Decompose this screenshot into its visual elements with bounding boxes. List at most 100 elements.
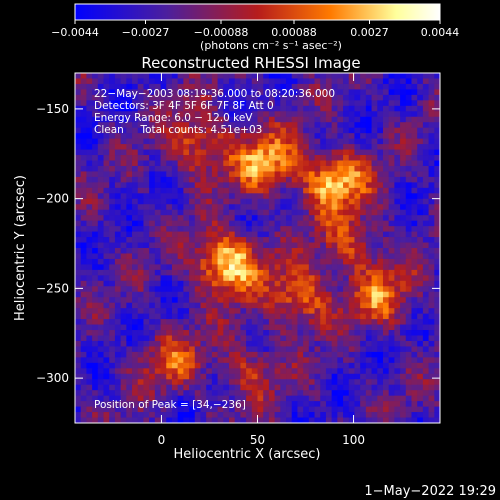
heatmap-cell bbox=[171, 401, 179, 407]
heatmap-cell bbox=[314, 362, 321, 369]
heatmap-cell bbox=[80, 401, 87, 407]
heatmap-cell bbox=[200, 351, 207, 358]
heatmap-cell bbox=[234, 204, 241, 211]
heatmap-cell bbox=[126, 242, 133, 249]
heatmap-cell bbox=[183, 258, 190, 265]
heatmap-cell bbox=[183, 155, 190, 161]
heatmap-cell bbox=[177, 144, 184, 150]
heatmap-cell bbox=[166, 133, 173, 140]
heatmap-cell bbox=[354, 127, 361, 134]
heatmap-cell bbox=[388, 395, 395, 402]
heatmap-cell bbox=[177, 165, 184, 172]
heatmap-cell bbox=[75, 264, 82, 271]
heatmap-cell bbox=[200, 275, 207, 282]
heatmap-cell bbox=[371, 149, 378, 156]
heatmap-cell bbox=[251, 204, 258, 211]
y-axis-label: Heliocentric Y (arcsec) bbox=[13, 175, 28, 321]
heatmap-cell bbox=[331, 373, 338, 380]
heatmap-cell bbox=[183, 264, 190, 271]
heatmap-cell bbox=[211, 127, 218, 134]
heatmap-cell bbox=[314, 193, 321, 200]
heatmap-cell bbox=[320, 231, 327, 238]
heatmap-cell bbox=[417, 105, 424, 112]
heatmap-cell bbox=[211, 231, 218, 238]
heatmap-cell bbox=[217, 330, 224, 336]
heatmap-cell bbox=[388, 346, 395, 353]
heatmap-cell bbox=[206, 248, 213, 254]
heatmap-cell bbox=[223, 264, 230, 271]
heatmap-cell bbox=[337, 417, 344, 424]
heatmap-cell bbox=[263, 264, 270, 271]
heatmap-cell bbox=[160, 78, 167, 85]
heatmap-cell bbox=[200, 302, 207, 309]
heatmap-cell bbox=[240, 122, 247, 129]
heatmap-cell bbox=[132, 105, 139, 112]
heatmap-cell bbox=[314, 368, 321, 375]
heatmap-cell bbox=[86, 116, 93, 123]
heatmap-cell bbox=[160, 237, 167, 243]
heatmap-cell bbox=[154, 160, 161, 167]
heatmap-cell bbox=[377, 182, 384, 189]
heatmap-cell bbox=[297, 83, 304, 90]
heatmap-cell bbox=[211, 111, 218, 118]
heatmap-cell bbox=[80, 226, 87, 232]
heatmap-cell bbox=[251, 89, 258, 96]
heatmap-cell bbox=[400, 401, 407, 407]
heatmap-cell bbox=[154, 258, 161, 265]
heatmap-cell bbox=[337, 401, 344, 407]
heatmap-cell bbox=[206, 313, 213, 320]
heatmap-cell bbox=[263, 171, 270, 178]
heatmap-cell bbox=[143, 116, 150, 123]
heatmap-cell bbox=[200, 248, 207, 254]
heatmap-cell bbox=[263, 401, 270, 407]
heatmap-cell bbox=[337, 313, 344, 320]
heatmap-cell bbox=[177, 160, 184, 167]
heatmap-cell bbox=[280, 209, 287, 216]
heatmap-cell bbox=[149, 340, 156, 347]
heatmap-cell bbox=[308, 149, 315, 156]
heatmap-cell bbox=[348, 313, 355, 320]
heatmap-cell bbox=[348, 269, 355, 276]
annotation-total-counts: Clean Total counts: 4.51e+03 bbox=[94, 124, 262, 136]
heatmap-cell bbox=[92, 176, 99, 183]
heatmap-cell bbox=[132, 248, 139, 254]
heatmap-cell bbox=[428, 215, 435, 222]
heatmap-cell bbox=[137, 395, 144, 402]
heatmap-cell bbox=[308, 384, 315, 391]
heatmap-cell bbox=[223, 215, 230, 222]
heatmap-cell bbox=[126, 105, 133, 112]
heatmap-cell bbox=[434, 264, 441, 271]
heatmap-cell bbox=[411, 220, 418, 227]
heatmap-cell bbox=[206, 264, 213, 271]
heatmap-image bbox=[75, 73, 441, 424]
heatmap-cell bbox=[75, 155, 82, 161]
heatmap-cell bbox=[422, 291, 429, 298]
heatmap-cell bbox=[103, 78, 110, 85]
heatmap-cell bbox=[137, 122, 144, 129]
heatmap-cell bbox=[411, 357, 418, 364]
heatmap-cell bbox=[114, 248, 122, 254]
heatmap-cell bbox=[126, 286, 133, 293]
heatmap-cell bbox=[331, 73, 338, 79]
heatmap-cell bbox=[365, 155, 372, 161]
heatmap-cell bbox=[217, 171, 224, 178]
heatmap-cell bbox=[365, 302, 372, 309]
heatmap-cell bbox=[343, 248, 350, 254]
heatmap-cell bbox=[422, 357, 429, 364]
heatmap-cell bbox=[211, 280, 218, 287]
heatmap-cell bbox=[154, 248, 161, 254]
heatmap-cell bbox=[303, 176, 310, 183]
heatmap-cell bbox=[240, 340, 247, 347]
heatmap-cell bbox=[382, 182, 390, 189]
heatmap-cell bbox=[171, 248, 179, 254]
heatmap-cell bbox=[80, 291, 87, 298]
heatmap-cell bbox=[189, 258, 196, 265]
heatmap-cell bbox=[434, 133, 441, 140]
heatmap-cell bbox=[297, 138, 304, 145]
heatmap-cell bbox=[405, 362, 412, 369]
heatmap-cell bbox=[371, 280, 378, 287]
heatmap-cell bbox=[149, 83, 156, 90]
heatmap-cell bbox=[382, 280, 390, 287]
heatmap-cell bbox=[103, 171, 110, 178]
heatmap-cell bbox=[371, 362, 378, 369]
